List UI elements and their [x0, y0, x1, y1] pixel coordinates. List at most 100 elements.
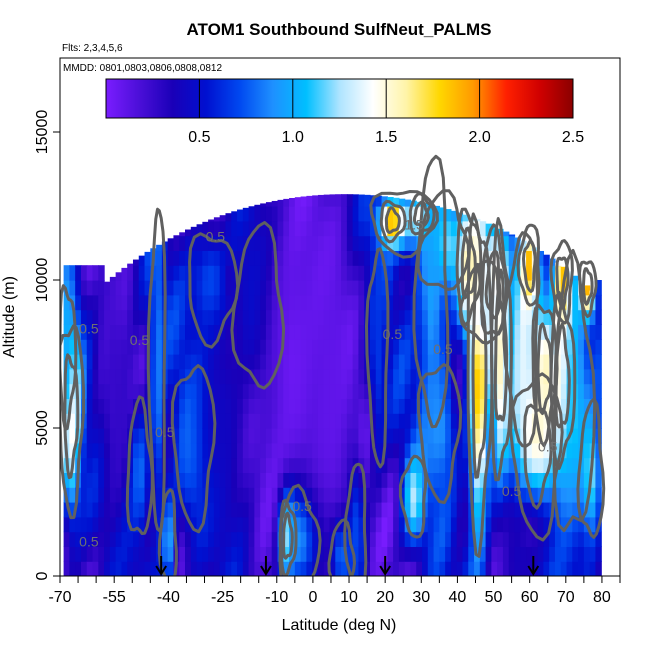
heatmap-cell	[213, 413, 221, 429]
heatmap-cell	[219, 516, 227, 533]
heatmap-cell	[393, 428, 400, 444]
heatmap-cell	[138, 383, 146, 399]
heatmap-cell	[271, 413, 279, 429]
heatmap-cell	[341, 265, 348, 281]
heatmap-cell	[514, 398, 521, 414]
heatmap-cell	[254, 368, 261, 385]
heatmap-cell	[485, 546, 492, 562]
heatmap-cell	[248, 561, 255, 576]
heatmap-cell	[479, 398, 487, 414]
heatmap-cell	[242, 413, 250, 429]
heatmap-cell	[115, 531, 123, 547]
heatmap-cell	[63, 294, 70, 311]
heatmap-cell	[260, 235, 267, 251]
heatmap-cell	[260, 516, 267, 533]
heatmap-cell	[179, 516, 186, 533]
heatmap-cell	[185, 280, 192, 296]
heatmap-cell	[150, 309, 157, 325]
heatmap-cell	[69, 280, 76, 296]
heatmap-cell	[485, 457, 492, 473]
heatmap-cell	[358, 413, 365, 429]
heatmap-cell	[358, 531, 365, 547]
chart-title: ATOM1 Southbound SulfNeut_PALMS	[186, 20, 491, 39]
heatmap-cell	[208, 502, 215, 518]
contour-label: 0.5	[130, 332, 150, 348]
heatmap-cell	[393, 235, 400, 251]
heatmap-cell	[294, 487, 302, 503]
heatmap-cell	[213, 235, 221, 251]
heatmap-cell	[479, 472, 487, 488]
heatmap-cell	[92, 265, 99, 281]
heatmap-cell	[109, 487, 117, 503]
heatmap-cell	[69, 472, 76, 488]
heatmap-cell	[115, 487, 123, 503]
heatmap-cell	[404, 472, 412, 488]
heatmap-cell	[277, 324, 284, 340]
heatmap-cell	[75, 280, 82, 296]
heatmap-cell	[526, 243, 533, 251]
heatmap-cell	[202, 516, 209, 533]
heatmap-cell	[283, 398, 290, 414]
heatmap-cell	[583, 428, 591, 444]
heatmap-cell	[196, 368, 203, 385]
heatmap-cell	[346, 194, 354, 207]
heatmap-cell	[583, 285, 591, 296]
heatmap-cell	[358, 280, 365, 296]
heatmap-cell	[242, 354, 250, 370]
heatmap-cell	[109, 442, 117, 459]
heatmap-cell	[341, 354, 348, 370]
heatmap-cell	[254, 383, 261, 399]
heatmap-cell	[115, 324, 123, 340]
heatmap-cell	[179, 354, 186, 370]
heatmap-cell	[543, 254, 550, 266]
heatmap-cell	[69, 546, 76, 562]
heatmap-cell	[242, 516, 250, 533]
heatmap-cell	[375, 265, 383, 281]
heatmap-cell	[69, 339, 76, 355]
heatmap-cell	[208, 324, 215, 340]
heatmap-cell	[75, 265, 82, 281]
heatmap-cell	[231, 516, 238, 533]
x-tick-label: -25	[211, 589, 234, 606]
heatmap-cell	[208, 354, 215, 370]
heatmap-cell	[543, 472, 550, 488]
heatmap-cell	[439, 235, 446, 251]
heatmap-cell	[520, 442, 527, 459]
heatmap-cell	[393, 354, 400, 370]
contour-line	[531, 303, 559, 448]
heatmap-cell	[589, 324, 597, 340]
heatmap-cell	[323, 339, 331, 355]
heatmap-cell	[156, 265, 163, 281]
heatmap-cell	[439, 487, 446, 503]
flight-arrow	[527, 556, 540, 576]
heatmap-cell	[132, 294, 140, 311]
heatmap-cell	[98, 531, 105, 547]
heatmap-cell	[202, 324, 209, 340]
heatmap-cell	[190, 383, 198, 399]
heatmap-cell	[450, 531, 458, 547]
heatmap-cell	[317, 294, 325, 311]
heatmap-cell	[260, 428, 267, 444]
heatmap-cell	[98, 280, 105, 296]
heatmap-cell	[92, 280, 99, 296]
heatmap-cell	[115, 398, 123, 414]
heatmap-cell	[138, 280, 146, 296]
heatmap-cell	[346, 339, 354, 355]
heatmap-cell	[462, 546, 469, 562]
heatmap-cell	[323, 531, 331, 547]
heatmap-cell	[358, 546, 365, 562]
heatmap-cell	[289, 398, 296, 414]
heatmap-cell	[63, 561, 70, 576]
heatmap-cell	[479, 546, 487, 562]
heatmap-cell	[248, 516, 255, 533]
heatmap-cell	[312, 280, 319, 296]
heatmap-cell	[294, 294, 302, 311]
heatmap-cell	[283, 368, 290, 385]
heatmap-cell	[387, 516, 394, 533]
heatmap-cell	[121, 413, 128, 429]
heatmap-cell	[589, 487, 597, 503]
heatmap-cell	[289, 487, 296, 503]
heatmap-cell	[196, 309, 203, 325]
heatmap-cell	[127, 502, 134, 518]
heatmap-cell	[456, 235, 464, 251]
